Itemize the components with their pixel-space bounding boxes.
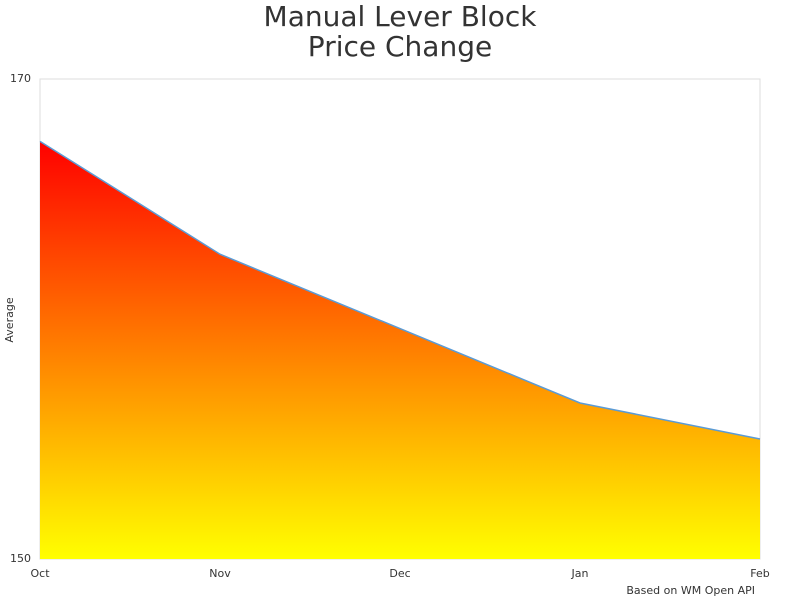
x-tick-label: Oct bbox=[30, 567, 50, 580]
y-tick-label: 170 bbox=[10, 72, 31, 85]
credit: Based on WM Open API bbox=[626, 584, 755, 597]
x-tick-label: Jan bbox=[571, 567, 589, 580]
chart-title: Manual Lever Block bbox=[264, 0, 538, 33]
x-tick-label: Dec bbox=[389, 567, 410, 580]
line bbox=[39, 140, 761, 440]
chart-title: Price Change bbox=[308, 30, 492, 63]
y-tick-label: 150 bbox=[10, 552, 31, 565]
y-axis-label: Average bbox=[3, 297, 16, 342]
x-tick-label: Nov bbox=[209, 567, 231, 580]
x-tick-label: Feb bbox=[750, 567, 769, 580]
area bbox=[40, 141, 760, 559]
